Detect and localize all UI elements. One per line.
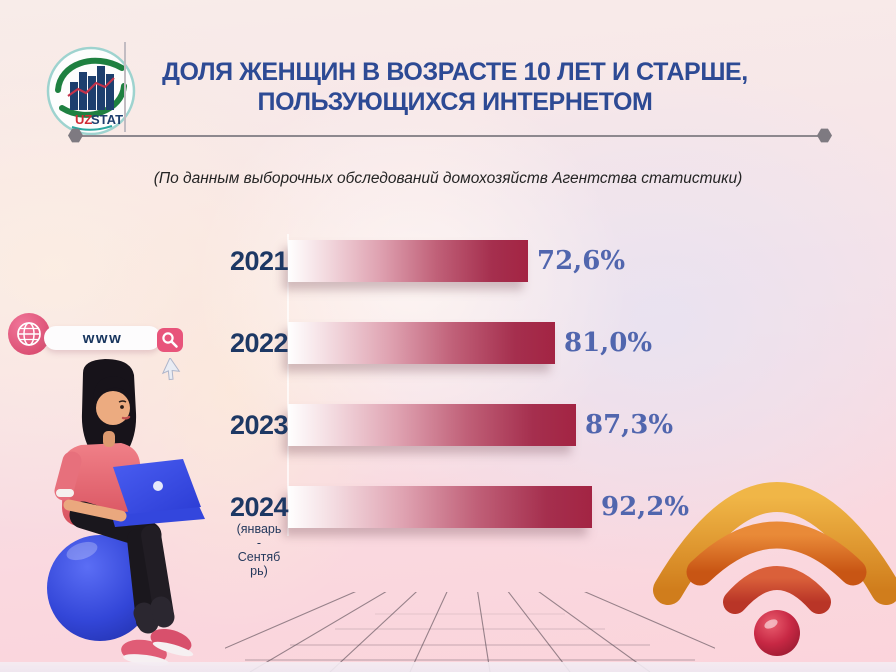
value-label: 92,2% [601,492,690,522]
chart-subtitle: (По данным выборочных обследований домох… [153,170,743,187]
title-line-1: ДОЛЯ ЖЕНЩИН В ВОЗРАСТЕ 10 ЛЕТ И СТАРШЕ, [162,58,748,86]
face [96,391,130,425]
bar-2023 [288,404,576,446]
category-label: 2021 [230,245,289,276]
uzstat-logo: UZ STAT [46,46,136,136]
bar-chart: 2021 72,6% 2022 81,0% 2023 87,3% 2024 (январь - С… [230,240,690,579]
category-note: (январь - Сентяб рь) [236,522,282,578]
logo-uz-text: UZ [75,112,92,127]
rule-dot-right [817,128,832,143]
title-rule [80,135,820,137]
hair-fringe [93,376,133,405]
category-label: 2024 [230,491,289,522]
wifi-icon [653,482,896,656]
chart-row: 2024 (январь - Сентяб рь) 92,2% [230,486,690,579]
value-label: 81,0% [564,328,653,358]
search-bar-text: www [82,329,123,347]
globe-icon [8,313,50,355]
value-label: 72,6% [537,246,626,276]
shoes [121,628,194,666]
rule-dot-left [68,128,83,143]
bar-2022 [288,322,555,364]
logo-bar-chart-icon [67,66,115,110]
bottom-strip [0,662,896,672]
chart-row: 2023 87,3% [230,404,689,446]
bar-2024 [288,486,592,528]
chart-row: 2022 81,0% [230,322,689,364]
category-cell: 2024 (январь - Сентяб рь) [230,486,289,579]
logo-stat-text: STAT [91,112,123,127]
page-title: ДОЛЯ ЖЕНЩИН В ВОЗРАСТЕ 10 ЛЕТ И СТАРШЕ, … [110,57,800,117]
header-divider [124,42,126,132]
forearm [63,499,127,522]
floor-grid [225,592,715,672]
exercise-ball [47,535,153,641]
category-label: 2022 [230,327,289,358]
cursor-arrow-icon [161,358,181,381]
value-label: 87,3% [585,410,674,440]
search-bar: www [44,326,161,350]
woman-illustration [47,359,205,666]
chart-axis-line [287,234,289,536]
category-cell: 2021 [230,240,289,282]
category-label: 2023 [230,409,289,440]
category-cell: 2022 [230,322,289,364]
chart-row: 2021 72,6% [230,240,689,282]
magnifier-icon [157,328,183,352]
category-cell: 2023 [230,404,289,446]
bar-2021 [288,240,528,282]
title-line-2: ПОЛЬЗУЮЩИХСЯ ИНТЕРНЕТОМ [257,88,653,116]
